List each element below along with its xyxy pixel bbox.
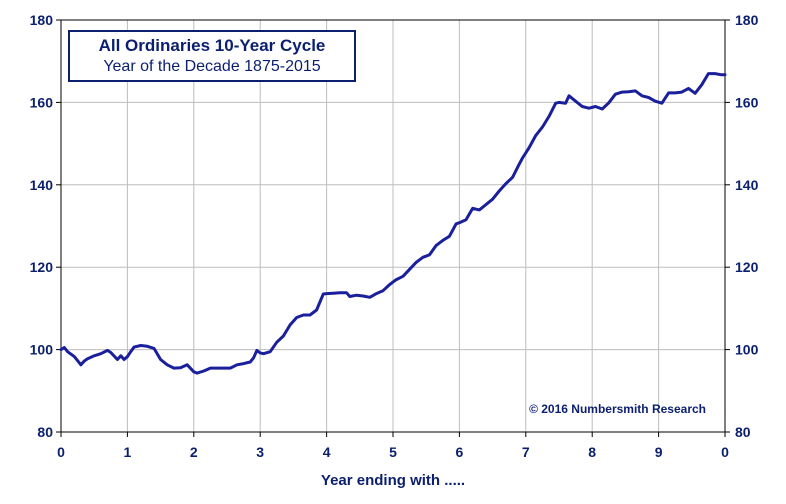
x-tick-label: 4 [323,444,331,460]
chart-subtitle: Year of the Decade 1875-2015 [103,58,321,75]
y-tick-label-left: 100 [30,342,54,358]
series-line [59,72,727,375]
x-tick-label: 6 [456,444,464,460]
y-tick-label-right: 140 [735,177,759,193]
y-axis-left-labels: 80 100 120 140 160 180 [30,12,54,440]
x-tick-label: 8 [588,444,596,460]
axis-ticks [56,19,730,437]
y-tick-label-left: 80 [37,424,53,440]
y-tick-label-right: 120 [735,259,759,275]
x-tick-label: 1 [124,444,132,460]
y-tick-label-left: 160 [30,94,54,110]
y-tick-label-left: 140 [30,177,54,193]
y-tick-label-right: 100 [735,342,759,358]
x-tick-label: 3 [256,444,264,460]
x-axis-title: Year ending with ..... [321,472,465,489]
y-tick-label-left: 120 [30,259,54,275]
y-tick-label-left: 180 [30,12,54,28]
x-axis-labels: 0 1 2 3 4 5 6 7 8 9 0 [57,444,729,460]
x-tick-label: 0 [57,444,65,460]
y-tick-label-right: 180 [735,12,759,28]
x-tick-label: 9 [655,444,663,460]
y-tick-label-right: 160 [735,94,759,110]
x-tick-label: 7 [522,444,530,460]
chart-title: All Ordinaries 10-Year Cycle [98,36,326,55]
gridlines [61,20,725,432]
y-tick-label-right: 80 [735,424,751,440]
x-tick-label: 2 [190,444,198,460]
y-axis-right-labels: 80 100 120 140 160 180 [735,12,759,440]
chart-title-box: All Ordinaries 10-Year Cycle Year of the… [68,30,356,82]
x-tick-label: 5 [389,444,397,460]
x-tick-label: 0 [721,444,729,460]
credit-text: © 2016 Numbersmith Research [529,402,706,416]
